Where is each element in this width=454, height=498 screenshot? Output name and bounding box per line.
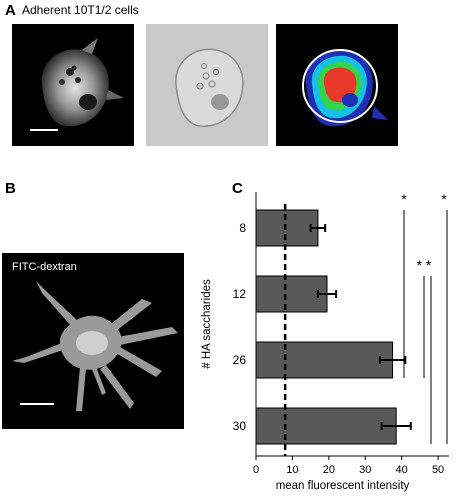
x-tick-label: 30 bbox=[359, 464, 371, 476]
micrograph-fitc-dextran: FITC-dextran bbox=[2, 253, 184, 429]
panel-a-title: Adherent 10T1/2 cells bbox=[22, 3, 139, 17]
bar bbox=[255, 341, 394, 379]
significance-marker: * * bbox=[417, 257, 432, 273]
x-axis-label: mean fluorescent intensity bbox=[276, 480, 410, 492]
micrograph-phase-contrast bbox=[146, 24, 268, 146]
fitc-dextran-label: FITC-dextran bbox=[12, 261, 77, 273]
bar bbox=[255, 275, 328, 313]
panel-c-letter: C bbox=[232, 180, 243, 197]
significance-marker: * bbox=[441, 191, 447, 207]
x-tick-label: 10 bbox=[286, 464, 298, 476]
x-tick-label: 20 bbox=[323, 464, 335, 476]
significance-marker: * bbox=[401, 191, 407, 207]
y-category-label: 26 bbox=[233, 353, 247, 367]
panel-a-letter: A bbox=[5, 2, 16, 19]
bar bbox=[255, 209, 319, 247]
y-category-label: 30 bbox=[233, 419, 247, 433]
y-category-label: 8 bbox=[239, 221, 246, 235]
x-tick-label: 50 bbox=[432, 464, 444, 476]
micrograph-fluorescence bbox=[12, 24, 134, 146]
micrograph-heatmap bbox=[276, 24, 398, 146]
x-tick-label: 0 bbox=[253, 464, 259, 476]
x-tick-label: 40 bbox=[396, 464, 408, 476]
bar bbox=[255, 407, 397, 445]
y-category-label: 12 bbox=[233, 287, 247, 301]
panel-b-letter: B bbox=[5, 180, 16, 197]
y-axis-label: # HA saccharides bbox=[201, 279, 213, 369]
